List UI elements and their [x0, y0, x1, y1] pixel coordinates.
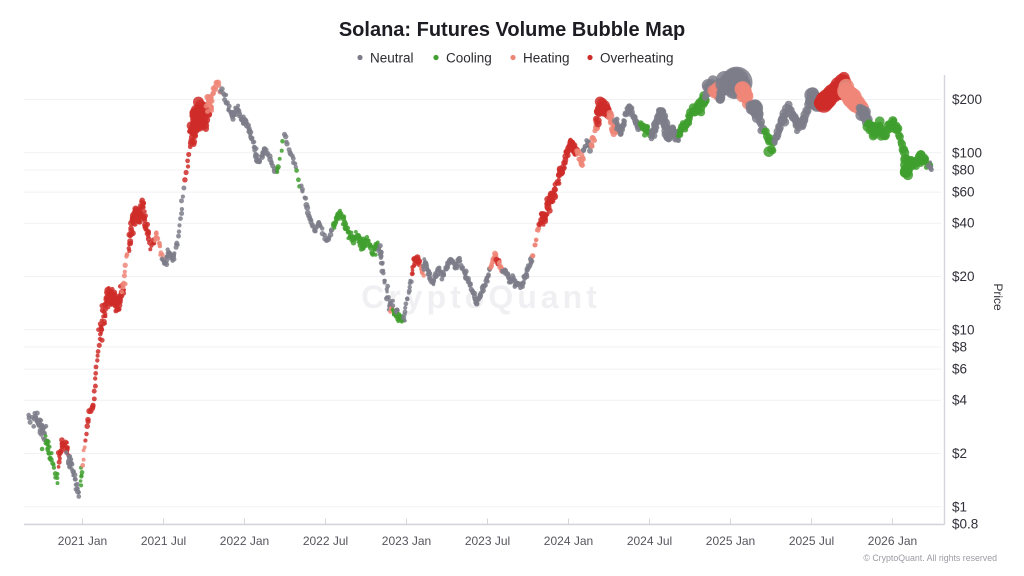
svg-text:$0.8: $0.8 — [952, 517, 978, 532]
svg-text:2021 Jan: 2021 Jan — [58, 534, 107, 548]
svg-text:$100: $100 — [952, 145, 982, 160]
svg-text:© CryptoQuant. All rights rese: © CryptoQuant. All rights reserved — [863, 553, 997, 563]
svg-text:$20: $20 — [952, 269, 975, 284]
svg-text:Cooling: Cooling — [446, 51, 492, 66]
svg-text:$60: $60 — [952, 185, 975, 200]
svg-text:$1: $1 — [952, 499, 967, 514]
svg-text:$4: $4 — [952, 393, 968, 408]
svg-text:$2: $2 — [952, 446, 967, 461]
svg-text:2025 Jan: 2025 Jan — [706, 534, 755, 548]
svg-text:2021 Jul: 2021 Jul — [141, 534, 186, 548]
svg-text:Solana: Futures Volume Bubble: Solana: Futures Volume Bubble Map — [339, 19, 685, 41]
svg-text:2024 Jan: 2024 Jan — [544, 534, 593, 548]
svg-text:Overheating: Overheating — [600, 51, 674, 66]
svg-text:Heating: Heating — [523, 51, 570, 66]
svg-text:$6: $6 — [952, 362, 967, 377]
svg-text:2022 Jul: 2022 Jul — [303, 534, 348, 548]
svg-text:$80: $80 — [952, 163, 975, 178]
svg-text:2022 Jan: 2022 Jan — [220, 534, 269, 548]
svg-text:2026 Jan: 2026 Jan — [868, 534, 917, 548]
svg-text:2024 Jul: 2024 Jul — [627, 534, 672, 548]
svg-text:Price: Price — [991, 283, 1005, 311]
svg-text:2025 Jul: 2025 Jul — [789, 534, 834, 548]
svg-text:Neutral: Neutral — [370, 51, 414, 66]
svg-text:$200: $200 — [952, 92, 982, 107]
svg-text:2023 Jan: 2023 Jan — [382, 534, 431, 548]
svg-text:2023 Jul: 2023 Jul — [465, 534, 510, 548]
svg-text:$8: $8 — [952, 340, 967, 355]
svg-text:$10: $10 — [952, 322, 975, 337]
svg-text:$40: $40 — [952, 216, 975, 231]
